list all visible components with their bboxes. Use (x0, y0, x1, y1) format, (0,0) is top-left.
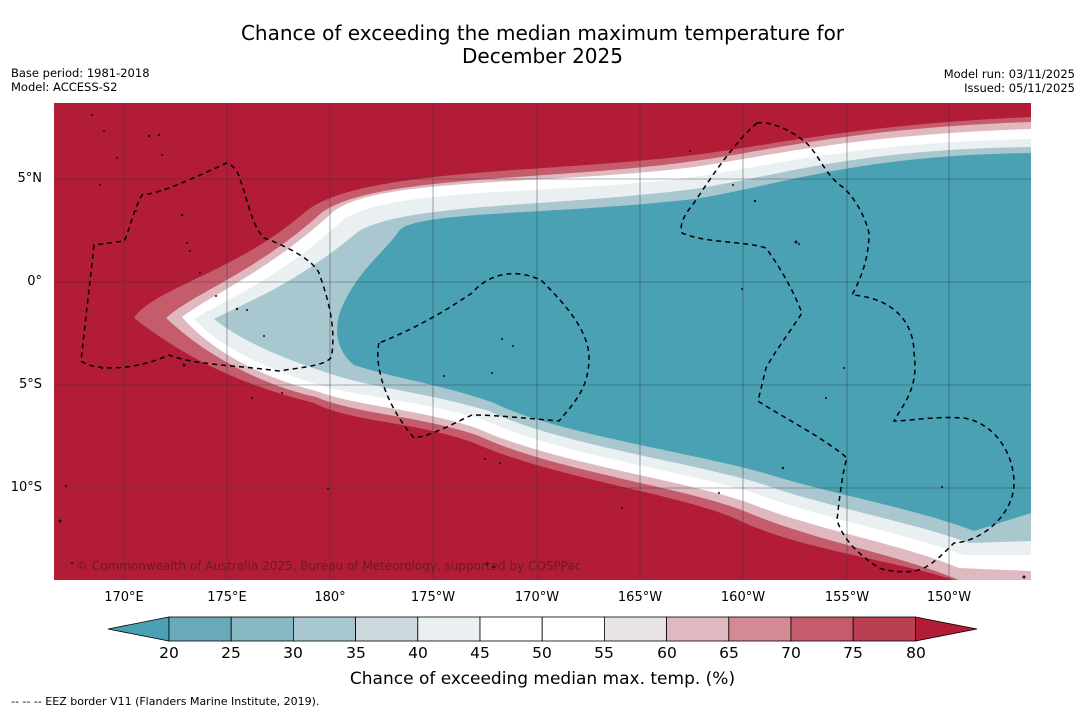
colorbar-bin-70-75 (790, 616, 854, 642)
gridlines (54, 103, 1031, 580)
x-tick-150w: 150°W (926, 590, 972, 605)
below-median-region (337, 153, 1031, 531)
colorbar (108, 616, 978, 642)
copyright-text: © Commonwealth of Australia 2025, Bureau… (76, 559, 581, 573)
colorbar-bin-75-80 (852, 616, 916, 642)
colorbar-bin-40-45 (417, 616, 481, 642)
colorbar-tick-65: 65 (719, 644, 739, 662)
metadata-right: Model run: 03/11/2025 Issued: 05/11/2025 (944, 67, 1075, 95)
x-tick-170e: 170°E (104, 590, 144, 605)
colorbar-bin-50-55 (541, 616, 605, 642)
colorbar-bin-30-35 (292, 616, 356, 642)
y-tick-0: 0° (27, 274, 42, 289)
colorbar-tick-25: 25 (221, 644, 241, 662)
probability-map: © Commonwealth of Australia 2025, Bureau… (54, 103, 1031, 580)
colorbar-bin-65-70 (728, 616, 792, 642)
chart-title: Chance of exceeding the median maximum t… (0, 22, 1085, 68)
colorbar-bin-60-65 (666, 616, 730, 642)
model-run-text: Model run: 03/11/2025 (943, 67, 1075, 81)
colorbar-high-arrow (915, 616, 978, 642)
islands (58, 114, 1026, 579)
eez-borders (80, 122, 1015, 573)
colorbar-tick-45: 45 (470, 644, 490, 662)
colorbar-bin-35-40 (355, 616, 419, 642)
model-text: Model: ACCESS-S2 (11, 80, 118, 94)
colorbar-tick-60: 60 (657, 644, 677, 662)
base-period-text: Base period: 1981-2018 (11, 66, 150, 80)
title-line-2: December 2025 (462, 44, 623, 68)
colorbar-label: Chance of exceeding median max. temp. (%… (349, 669, 736, 689)
x-tick-180: 180° (314, 590, 346, 605)
title-line-1: Chance of exceeding the median maximum t… (240, 21, 845, 45)
colorbar-bin-45-50 (479, 616, 543, 642)
colorbar-bin-20-25 (168, 616, 232, 642)
y-tick-10s: 10°S (10, 480, 42, 495)
colorbar-tick-80: 80 (906, 644, 926, 662)
colorbar-tick-75: 75 (843, 644, 863, 662)
eez-legend-text: -- -- -- EEZ border V11 (Flanders Marine… (11, 695, 320, 708)
x-tick-160w: 160°W (720, 590, 766, 605)
x-tick-155w: 155°W (824, 590, 870, 605)
colorbar-bin-25-30 (230, 616, 294, 642)
metadata-left: Base period: 1981-2018 Model: ACCESS-S2 (11, 66, 150, 94)
issued-text: Issued: 05/11/2025 (964, 81, 1075, 95)
x-tick-175e: 175°E (207, 590, 247, 605)
colorbar-tick-50: 50 (532, 644, 552, 662)
colorbar-tick-20: 20 (159, 644, 179, 662)
x-tick-175w: 175°W (410, 590, 456, 605)
colorbar-tick-70: 70 (781, 644, 801, 662)
colorbar-tick-35: 35 (346, 644, 366, 662)
x-tick-170w: 170°W (514, 590, 560, 605)
colorbar-tick-40: 40 (408, 644, 428, 662)
x-tick-165w: 165°W (617, 590, 663, 605)
colorbar-tick-55: 55 (594, 644, 614, 662)
colorbar-tick-30: 30 (283, 644, 303, 662)
colorbar-low-arrow (108, 616, 170, 642)
y-tick-5s: 5°S (18, 377, 42, 392)
y-tick-5n: 5°N (17, 171, 43, 186)
colorbar-bin-55-60 (603, 616, 667, 642)
